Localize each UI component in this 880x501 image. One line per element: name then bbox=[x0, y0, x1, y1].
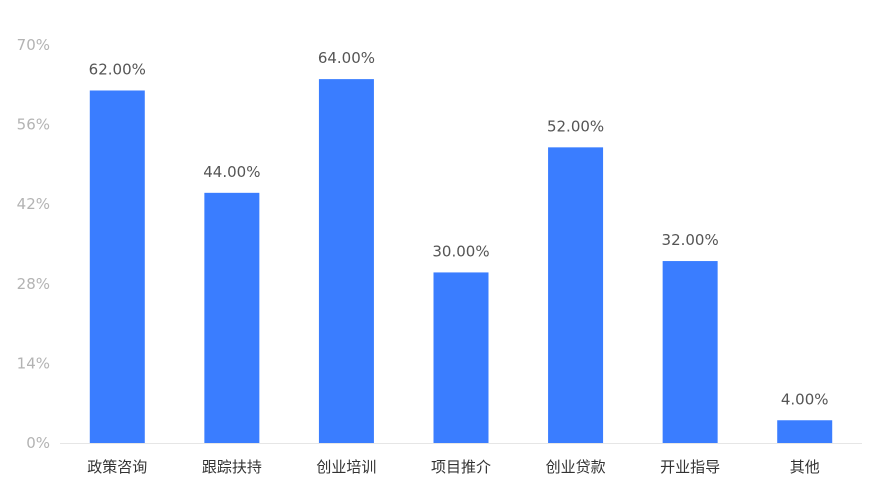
y-tick-label: 14% bbox=[17, 354, 50, 372]
data-label: 62.00% bbox=[89, 60, 146, 78]
data-label: 4.00% bbox=[781, 390, 829, 408]
y-tick-label: 0% bbox=[26, 434, 50, 452]
data-label: 44.00% bbox=[203, 163, 260, 181]
x-tick-label: 项目推介 bbox=[431, 458, 491, 476]
data-labels: 62.00% 44.00% 64.00% 30.00% 52.00% 32.00% 4.00… bbox=[89, 49, 829, 408]
data-label: 32.00% bbox=[662, 231, 719, 249]
x-tick-label: 跟踪扶持 bbox=[202, 458, 262, 476]
y-tick-label: 28% bbox=[17, 275, 50, 293]
x-tick-label: 开业指导 bbox=[660, 458, 720, 476]
x-tick-label: 政策咨询 bbox=[87, 458, 147, 476]
data-label: 30.00% bbox=[432, 242, 489, 260]
bar-2 bbox=[318, 79, 374, 443]
x-axis: 政策咨询 跟踪扶持 创业培训 项目推介 创业贷款 开业指导 其他 bbox=[60, 443, 862, 476]
bar-3 bbox=[433, 272, 489, 443]
y-tick-label: 56% bbox=[17, 116, 50, 134]
x-tick-label: 其他 bbox=[790, 458, 820, 476]
bar-4 bbox=[548, 147, 604, 444]
bars bbox=[89, 79, 833, 444]
bar-0 bbox=[89, 90, 145, 443]
y-tick-label: 70% bbox=[17, 36, 50, 54]
y-axis: 0% 14% 28% 42% 56% 70% bbox=[17, 36, 50, 452]
data-label: 52.00% bbox=[547, 117, 604, 135]
data-label: 64.00% bbox=[318, 49, 375, 67]
x-tick-label: 创业培训 bbox=[316, 458, 376, 476]
y-tick-label: 42% bbox=[17, 195, 50, 213]
bar-1 bbox=[204, 192, 260, 443]
bar-5 bbox=[662, 261, 718, 443]
x-tick-label: 创业贷款 bbox=[546, 458, 606, 476]
bar-6 bbox=[777, 420, 833, 443]
